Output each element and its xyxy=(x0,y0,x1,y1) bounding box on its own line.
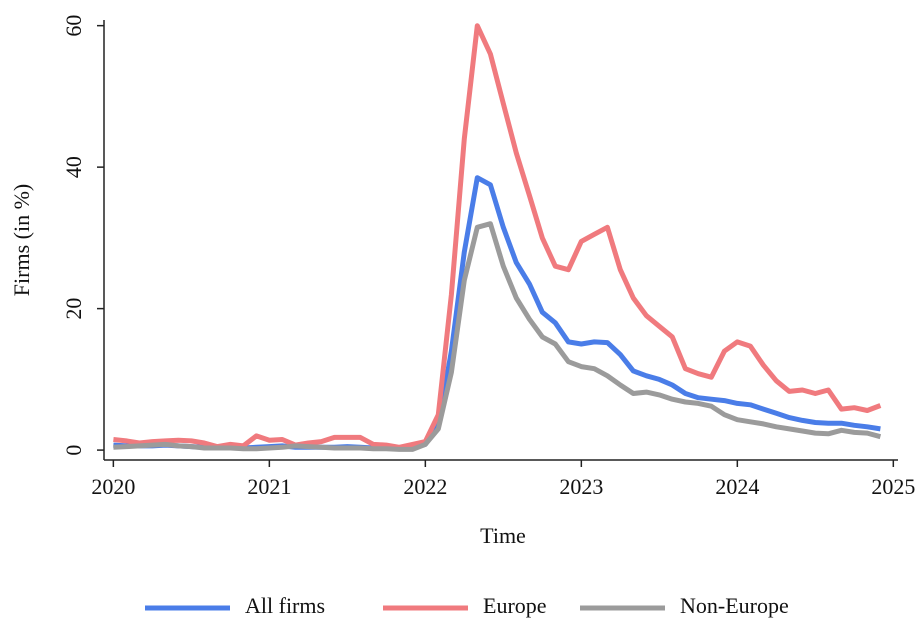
y-tick-label: 60 xyxy=(61,15,86,37)
y-tick-label: 0 xyxy=(61,445,86,456)
y-axis-label: Firms (in %) xyxy=(9,184,34,296)
legend-label: Europe xyxy=(483,593,547,618)
y-tick-label: 20 xyxy=(61,298,86,320)
x-tick-label: 2025 xyxy=(871,474,915,499)
x-tick-label: 2023 xyxy=(559,474,603,499)
x-axis-label: Time xyxy=(480,523,526,548)
legend-label: Non-Europe xyxy=(680,593,789,618)
x-tick-label: 2020 xyxy=(91,474,135,499)
x-tick-label: 2021 xyxy=(247,474,291,499)
series-line xyxy=(113,23,882,450)
series-line xyxy=(113,221,882,452)
series-line xyxy=(113,175,881,452)
x-tick-label: 2024 xyxy=(715,474,759,499)
y-tick-label: 40 xyxy=(61,156,86,178)
x-tick-label: 2022 xyxy=(403,474,447,499)
legend-label: All firms xyxy=(245,593,325,618)
